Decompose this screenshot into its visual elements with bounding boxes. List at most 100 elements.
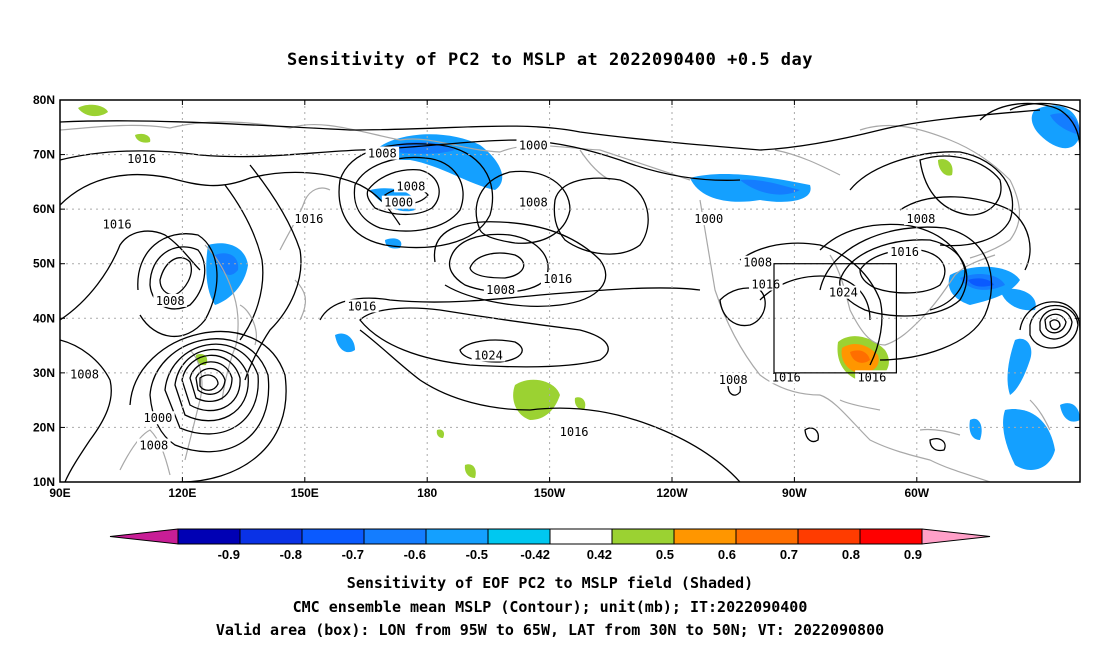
sensitivity-patch [1000, 288, 1036, 311]
mslp-contour [899, 196, 1031, 271]
colorbar-label: 0.6 [718, 547, 736, 562]
contour-label: 1016 [772, 370, 801, 384]
mslp-contour [60, 230, 201, 321]
mslp-contour [149, 338, 270, 453]
coastline [60, 121, 691, 181]
caption-line-2: CMC ensemble mean MSLP (Contour); unit(m… [292, 598, 808, 616]
mslp-contour [338, 143, 494, 249]
contour-label: 1000 [143, 411, 172, 425]
mslp-contour [469, 252, 525, 279]
sensitivity-patch [1007, 338, 1032, 395]
mslp-contour [1049, 319, 1061, 331]
lon-label: 60W [904, 486, 929, 500]
lon-label: 90E [49, 486, 70, 500]
contour-label: 1008 [486, 283, 515, 297]
contour-label: 1016 [560, 425, 589, 439]
colorbar-label: -0.7 [342, 547, 364, 562]
coastlines [60, 121, 1051, 482]
contour-label: 1024 [829, 286, 858, 300]
coastline [919, 254, 996, 321]
coastline [839, 399, 881, 411]
lon-label: 180 [417, 486, 437, 500]
sensitivity-patch [1060, 403, 1080, 422]
mslp-contour [979, 102, 1080, 151]
sensitivity-patch [938, 159, 953, 176]
contour-label: 1016 [857, 370, 886, 384]
contour-label: 1008 [719, 373, 748, 387]
contour-labels: 1016 1008 1000 1008 1000 1008 1016 1016 1000 1016… [67, 138, 938, 453]
colorbar-label: 0.5 [656, 547, 674, 562]
coastline [774, 149, 841, 176]
caption-line-3: Valid area (box): LON from 95W to 65W, L… [215, 621, 885, 639]
contour-label: 1008 [396, 179, 425, 193]
colorbar-over-arrow [921, 528, 991, 545]
sensitivity-patch [1003, 409, 1055, 470]
sensitivity-patch [574, 397, 586, 410]
mslp-contour [849, 151, 1014, 247]
colorbar-label: -0.9 [218, 547, 240, 562]
contour-label: 1000 [694, 212, 723, 226]
coastline [239, 304, 257, 346]
contour-label: 1016 [294, 212, 323, 226]
lat-label: 40N [33, 311, 55, 325]
mslp-contour [60, 139, 741, 181]
map-title: Sensitivity of PC2 to MSLP at 2022090400… [286, 50, 813, 70]
lon-label: 120W [656, 486, 688, 500]
colorbar-label: -0.5 [466, 547, 488, 562]
contour-label: 1008 [70, 368, 99, 382]
contour-label: 1016 [103, 218, 132, 232]
mslp-contour [1044, 313, 1067, 334]
sensitivity-patch [335, 333, 355, 353]
mslp-contour [359, 329, 741, 482]
mslp-contour [319, 287, 701, 321]
sensitivity-patch [740, 179, 800, 195]
axis-ticks: 90E 120E 150E 180 150W 120W 90W 60W 80N 70N 60N 50N… [33, 93, 1080, 500]
mslp-contours [60, 102, 1080, 482]
mslp-contour [1039, 308, 1073, 340]
mslp-contour [224, 184, 264, 341]
map-frame [59, 99, 1081, 483]
mslp-contour [475, 170, 571, 244]
mslp-contour [164, 343, 259, 435]
colorbar-segment [797, 528, 861, 545]
mslp-contour [60, 171, 401, 226]
colorbar-label: 0.7 [780, 547, 798, 562]
colorbar-segment [363, 528, 427, 545]
contour-label: 1016 [751, 278, 780, 292]
contour-label: 1008 [519, 196, 548, 210]
contour-label: 1016 [543, 272, 572, 286]
coastline [969, 179, 1021, 259]
lat-label: 30N [33, 366, 55, 380]
sensitivity-patch [969, 418, 982, 440]
mslp-contour [366, 169, 440, 216]
contour-label: 1008 [906, 212, 935, 226]
colorbar-label: 0.8 [842, 547, 860, 562]
sensitivity-patch [690, 174, 811, 202]
mslp-contour [174, 348, 249, 422]
coastline [279, 187, 331, 251]
colorbar-segment [239, 528, 303, 545]
colorbar-segment [549, 528, 613, 545]
mslp-contour [804, 427, 819, 443]
lat-label: 60N [33, 202, 55, 216]
contour-label: 1024 [474, 348, 503, 362]
coastline [294, 279, 307, 321]
contour-label: 1016 [890, 245, 919, 259]
colorbar-segment [735, 528, 799, 545]
sensitivity-patch [968, 278, 994, 287]
colorbar-label: 0.9 [904, 547, 922, 562]
coastline [829, 254, 921, 346]
colorbar-segment [425, 528, 489, 545]
colorbar-label: -0.8 [280, 547, 302, 562]
contour-label: 1016 [127, 152, 156, 166]
mslp-contour [819, 226, 993, 361]
colorbar-segment [673, 528, 737, 545]
mslp-contour [199, 374, 219, 391]
colorbar-segment [301, 528, 365, 545]
valid-area-box [773, 263, 898, 374]
coastline [919, 428, 961, 436]
coastline [119, 429, 171, 476]
sensitivity-patch [215, 253, 239, 275]
